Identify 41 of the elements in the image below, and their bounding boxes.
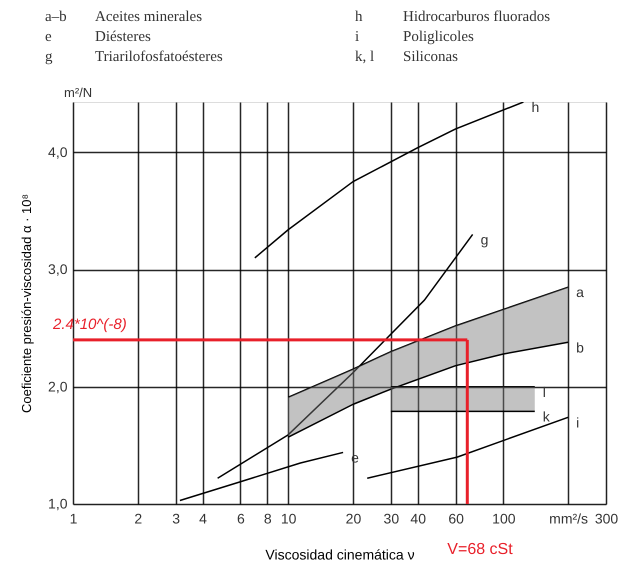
x-tick-label: 6 bbox=[237, 510, 246, 526]
text: Poliglicoles bbox=[403, 29, 474, 45]
y-tick-label: 4,0 bbox=[48, 144, 68, 160]
series-label: i bbox=[576, 414, 580, 430]
text: Triarilofosfatoésteres bbox=[95, 49, 223, 65]
text: g bbox=[45, 49, 53, 65]
series-label: l bbox=[542, 384, 546, 400]
y-axis-title: Coeficiente presión-viscosidad α · 10⁸ bbox=[19, 194, 34, 413]
x-tick-label: 1 bbox=[70, 510, 78, 526]
ref-line-label: V=68 cSt bbox=[447, 541, 514, 558]
x-axis-title: Viscosidad cinemática ν bbox=[265, 546, 415, 562]
x-tick-label: 20 bbox=[346, 510, 362, 526]
y-tick-label: 1,0 bbox=[48, 496, 68, 512]
text: k, l bbox=[355, 49, 374, 65]
text: Aceites minerales bbox=[95, 9, 202, 25]
text: i bbox=[355, 29, 360, 45]
series-label: b bbox=[576, 339, 584, 356]
y-tick-label: 3,0 bbox=[48, 261, 68, 278]
x-tick-label: 40 bbox=[410, 510, 426, 526]
series-label: h bbox=[531, 99, 540, 115]
x-tick-label: 300 bbox=[594, 510, 618, 526]
text: Hidrocarburos fluorados bbox=[403, 9, 550, 25]
text: h bbox=[355, 9, 363, 25]
x-tick-label: 60 bbox=[448, 510, 464, 526]
y-tick-label: 2,0 bbox=[48, 378, 68, 394]
text: e bbox=[45, 29, 52, 45]
x-tick-label: 100 bbox=[492, 510, 516, 526]
x-tick-label: 30 bbox=[384, 510, 400, 526]
x-tick-label: 4 bbox=[199, 510, 208, 526]
text: m²/N bbox=[64, 85, 92, 100]
text: a–b bbox=[45, 9, 67, 25]
series-label: k bbox=[542, 408, 551, 424]
series-label: a bbox=[576, 284, 584, 300]
x-tick-label: 3 bbox=[172, 510, 180, 526]
text: Siliconas bbox=[403, 49, 458, 65]
x-tick-label: 10 bbox=[280, 510, 297, 526]
x-tick-label: 8 bbox=[264, 510, 272, 526]
x-tick-label: mm²/s bbox=[549, 510, 588, 526]
series-label: g bbox=[480, 231, 488, 248]
x-tick-label: 2 bbox=[134, 510, 142, 526]
text: Diésteres bbox=[95, 29, 151, 45]
